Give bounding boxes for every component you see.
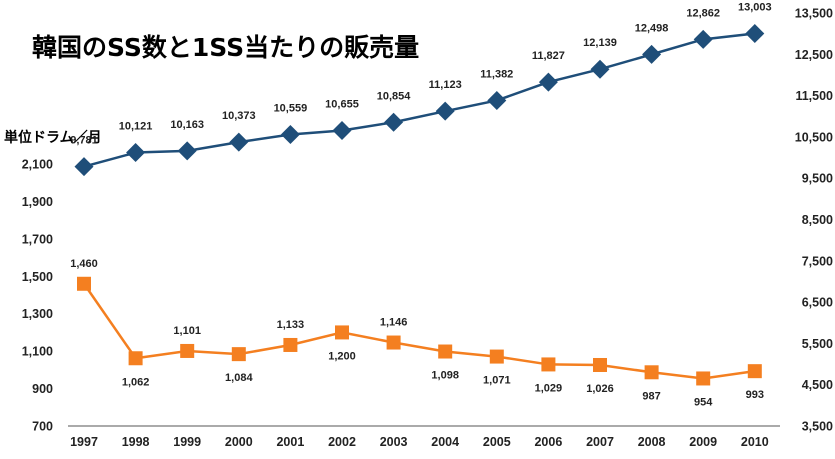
blue-data-label: 10,854 [377, 90, 412, 102]
blue-diamond-marker [745, 24, 765, 44]
orange-data-label: 1,460 [70, 258, 98, 270]
blue-diamond-marker [229, 132, 249, 152]
blue-data-label: 12,862 [686, 7, 720, 19]
orange-square-marker [386, 335, 401, 350]
blue-data-label: 10,559 [274, 102, 308, 114]
left-axis: 700 900 1,100 1,300 1,500 1,700 1,900 2,100 [22, 158, 53, 434]
orange-data-label: 987 [642, 390, 660, 402]
orange-square-marker [283, 337, 298, 352]
x-tick-label: 1998 [122, 435, 150, 449]
x-tick-label: 2008 [638, 435, 666, 449]
left-tick-label: 1,900 [22, 195, 53, 209]
blue-diamond-marker [642, 44, 662, 64]
chart-title: 韓国のSS数と1SS当たりの販売量 [32, 33, 419, 62]
blue-diamond-marker [280, 124, 300, 144]
blue-diamond-marker [74, 157, 94, 177]
orange-data-label: 1,098 [431, 370, 459, 382]
orange-square-marker [696, 371, 711, 386]
blue-data-label: 11,123 [429, 79, 462, 91]
orange-square-marker [335, 325, 349, 340]
blue-data-label: 9,781 [70, 135, 98, 147]
left-tick-label: 900 [32, 382, 53, 396]
blue-diamond-marker [487, 90, 507, 110]
orange-square-marker [128, 351, 143, 366]
blue-data-label: 10,655 [325, 98, 359, 110]
orange-square-marker [593, 357, 607, 372]
right-tick-label: 7,500 [802, 254, 833, 268]
orange-square-marker [747, 364, 762, 379]
orange-data-label: 1,026 [586, 383, 614, 395]
orange-square-marker [644, 365, 659, 380]
x-tick-label: 1997 [70, 435, 98, 449]
x-tick-label: 1999 [173, 435, 201, 449]
series-line-orange [82, 283, 755, 380]
x-tick-label: 2010 [741, 435, 769, 449]
left-tick-label: 1,700 [22, 232, 53, 246]
orange-square-marker [489, 349, 504, 364]
blue-data-label: 11,382 [480, 68, 513, 80]
series-line-blue [83, 32, 755, 168]
y-axis-label: 単位ドラム／月 [4, 129, 102, 146]
blue-data-label: 13,003 [738, 2, 772, 14]
left-tick-label: 1,300 [22, 307, 53, 321]
orange-square-marker [231, 347, 246, 362]
blue-diamond-marker [384, 112, 404, 132]
blue-data-label: 10,163 [170, 119, 204, 131]
blue-diamond-marker [693, 29, 713, 49]
x-tick-label: 2004 [431, 435, 459, 449]
x-tick-label: 2000 [225, 435, 253, 449]
orange-square-marker [541, 357, 556, 372]
blue-diamond-marker [332, 120, 352, 140]
blue-data-label: 10,121 [119, 121, 153, 133]
right-tick-label: 12,500 [795, 48, 833, 62]
right-axis: 3,500 4,500 5,500 6,500 7,500 8,500 9,500 10,50… [795, 7, 833, 434]
x-tick-label: 2006 [534, 435, 562, 449]
orange-square-marker [438, 344, 453, 359]
right-tick-label: 11,500 [795, 89, 833, 103]
blue-data-label: 12,139 [583, 37, 617, 49]
left-tick-label: 1,100 [22, 345, 53, 359]
right-tick-label: 4,500 [802, 378, 833, 392]
left-tick-label: 2,100 [22, 158, 53, 172]
blue-diamond-marker [177, 141, 197, 161]
x-tick-label: 2002 [328, 435, 356, 449]
orange-square-marker [180, 343, 195, 358]
blue-diamond-marker [126, 143, 146, 163]
orange-data-label: 1,200 [328, 350, 356, 362]
right-tick-label: 5,500 [802, 337, 833, 351]
orange-data-label: 1,101 [173, 325, 201, 337]
right-tick-label: 13,500 [795, 7, 833, 21]
orange-data-label: 954 [694, 396, 713, 408]
right-tick-label: 6,500 [802, 296, 833, 310]
orange-data-label: 1,071 [483, 375, 511, 387]
blue-data-label: 10,373 [222, 110, 256, 122]
left-tick-label: 700 [32, 420, 53, 434]
orange-data-label: 1,084 [225, 372, 253, 384]
orange-data-label: 1,062 [122, 376, 150, 388]
x-tick-label: 2009 [689, 435, 717, 449]
x-tick-label: 2007 [586, 435, 614, 449]
right-tick-label: 9,500 [802, 172, 833, 186]
blue-diamond-marker [538, 72, 558, 92]
blue-data-label: 12,498 [635, 22, 669, 34]
blue-diamond-marker [435, 101, 455, 121]
orange-data-label: 1,133 [277, 319, 305, 331]
x-tick-label: 2001 [276, 435, 304, 449]
x-tick-label: 2005 [483, 435, 511, 449]
plot-area: 9,781 10,121 10,163 10,373 10,559 10,655 10,85… [70, 2, 771, 409]
blue-diamond-marker [590, 59, 610, 79]
right-tick-label: 10,500 [795, 130, 833, 144]
orange-data-label: 1,029 [535, 382, 563, 394]
x-tick-label: 2003 [380, 435, 408, 449]
left-tick-label: 1,500 [22, 270, 53, 284]
orange-data-label: 993 [746, 389, 764, 401]
right-tick-label: 8,500 [802, 213, 833, 227]
right-tick-label: 3,500 [802, 420, 833, 434]
x-axis: 1997 1998 1999 2000 2001 2002 2003 2004 2005 2006… [70, 435, 769, 449]
orange-data-label: 1,146 [380, 317, 408, 329]
orange-square-marker [77, 276, 91, 291]
blue-data-label: 11,827 [532, 50, 565, 62]
